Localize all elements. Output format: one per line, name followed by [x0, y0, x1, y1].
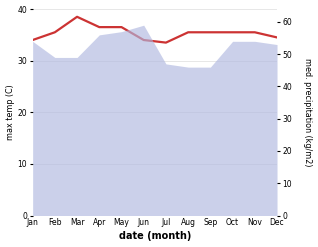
- X-axis label: date (month): date (month): [119, 231, 191, 242]
- Y-axis label: max temp (C): max temp (C): [5, 84, 15, 140]
- Y-axis label: med. precipitation (kg/m2): med. precipitation (kg/m2): [303, 58, 313, 166]
